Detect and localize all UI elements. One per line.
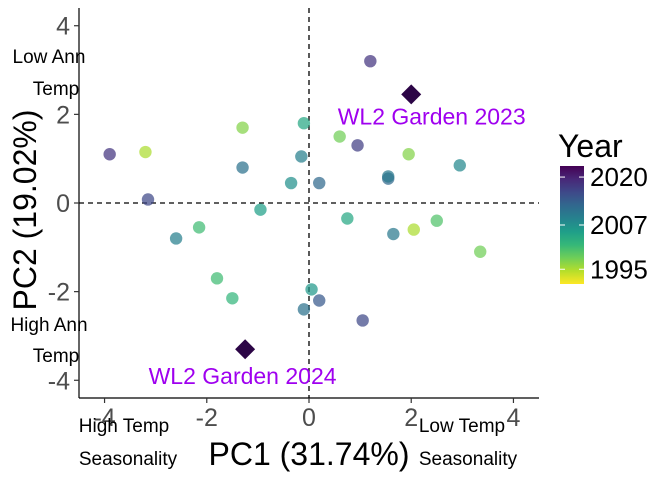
- legend: Year 2020 2007 1995: [558, 128, 648, 284]
- y-tick-label: 4: [56, 13, 70, 41]
- data-point: [402, 148, 415, 161]
- highlight-label: WL2 Garden 2023: [338, 104, 526, 130]
- data-point: [356, 314, 369, 327]
- data-point: [382, 170, 395, 183]
- data-point: [313, 176, 326, 190]
- corner-label-bottom-x-left-line1: High Temp: [79, 416, 169, 437]
- data-point: [254, 203, 267, 216]
- legend-tick-label: 2020: [590, 162, 648, 192]
- corner-label-bottom-x-right-line1: Low Temp: [419, 416, 505, 437]
- data-point: [407, 223, 420, 236]
- data-point: [364, 54, 377, 68]
- data-point: [295, 150, 308, 163]
- axes: -4 -2 0 2 4 -4 -2 0 2 4: [48, 8, 539, 432]
- corner-label-bottom-x-left-line2: Seasonality: [79, 449, 178, 470]
- legend-title: Year: [558, 128, 623, 164]
- x-axis-title: PC1 (31.74%): [209, 436, 410, 472]
- data-point: [305, 283, 318, 296]
- data-point: [297, 117, 311, 130]
- data-point: [341, 212, 354, 225]
- data-point: [387, 227, 400, 241]
- x-tick-label: 4: [506, 404, 520, 432]
- y-tick-label: 2: [56, 101, 70, 129]
- data-point: [236, 121, 249, 134]
- data-point: [333, 130, 346, 143]
- y-tick-label: 0: [56, 190, 70, 218]
- data-points: [103, 54, 487, 327]
- data-point: [226, 292, 239, 305]
- data-point: [297, 303, 311, 316]
- legend-ticks: 2020 2007 1995: [560, 162, 648, 284]
- legend-tick-label: 1995: [590, 254, 648, 284]
- y-axis-title: PC2 (19.02%): [7, 110, 43, 311]
- data-point: [210, 272, 224, 285]
- y-tick-label: -2: [48, 279, 70, 307]
- corner-label-bottom-left-line2: Temp: [33, 346, 79, 367]
- highlight-points: WL2 Garden 2023 WL2 Garden 2024: [149, 84, 526, 389]
- data-point: [192, 221, 206, 234]
- data-point: [141, 193, 155, 206]
- data-point: [351, 139, 364, 152]
- highlight-diamond: [401, 84, 422, 105]
- data-point: [236, 161, 249, 174]
- data-point: [103, 148, 116, 161]
- x-tick-label: -4: [93, 404, 115, 432]
- x-tick-label: 2: [404, 404, 418, 432]
- corner-label-bottom-left-line1: High Ann: [10, 315, 87, 336]
- data-point: [430, 214, 443, 227]
- data-point: [139, 145, 152, 159]
- data-point: [453, 159, 466, 172]
- corner-label-bottom-x-right-line2: Seasonality: [419, 449, 518, 470]
- highlight-label: WL2 Garden 2024: [149, 363, 337, 389]
- legend-tick-label: 2007: [590, 210, 648, 240]
- corner-label-top-left-line1: Low Ann: [13, 47, 86, 68]
- data-point: [474, 245, 487, 258]
- data-point: [313, 294, 326, 307]
- highlight-diamond: [235, 339, 256, 360]
- data-point: [284, 176, 298, 190]
- data-point: [169, 232, 183, 245]
- x-tick-label: -2: [196, 404, 218, 432]
- x-tick-label: 0: [302, 404, 316, 432]
- reference-lines: [79, 8, 539, 398]
- corner-label-top-left-line2: Temp: [33, 79, 79, 100]
- y-tick-label: -4: [48, 367, 70, 395]
